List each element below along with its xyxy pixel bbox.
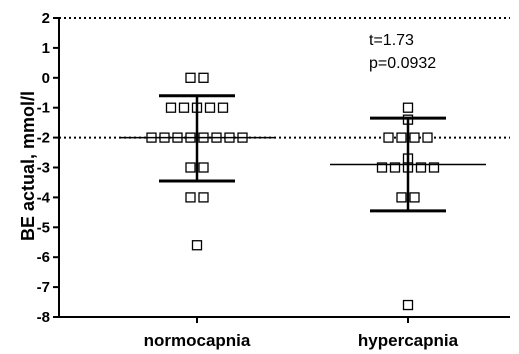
data-point — [402, 299, 414, 311]
annotation-p: p=0.0932 — [369, 55, 436, 72]
y-tick-label: -6 — [37, 249, 50, 266]
data-point — [204, 102, 216, 113]
data-point — [198, 192, 209, 203]
data-point — [396, 132, 407, 143]
data-point — [428, 162, 440, 173]
y-tick-label: -8 — [37, 309, 50, 326]
data-point — [185, 162, 196, 173]
data-point — [409, 132, 420, 143]
data-point — [396, 192, 407, 203]
data-point — [409, 192, 420, 203]
data-point — [217, 102, 229, 113]
data-point — [422, 132, 433, 143]
y-tick-label: -2 — [37, 130, 50, 147]
x-category-labels: normocapnia hypercapnia — [144, 317, 459, 350]
y-tick-label: -3 — [37, 160, 50, 177]
data-point — [402, 102, 414, 113]
data-point — [185, 72, 196, 83]
data-point — [178, 102, 190, 113]
y-tick-label: 0 — [42, 70, 50, 87]
y-axis-title: BE actual, mmol/l — [18, 91, 38, 241]
x-category-label: hypercapnia — [358, 331, 459, 350]
data-point — [198, 162, 209, 173]
data-markers — [146, 72, 440, 311]
data-point — [389, 162, 401, 173]
axes — [58, 18, 510, 318]
data-point — [165, 102, 177, 113]
y-tick-label: -5 — [37, 219, 50, 236]
data-point — [415, 162, 427, 173]
y-tick-label: -4 — [37, 189, 51, 206]
data-point — [191, 240, 203, 251]
data-point — [185, 192, 196, 203]
mean-sd-bars — [119, 94, 486, 213]
y-tick-label: -1 — [37, 100, 50, 117]
annotation-t: t=1.73 — [369, 32, 414, 49]
data-point — [376, 162, 388, 173]
y-tick-label: 1 — [42, 40, 50, 57]
x-category-label: normocapnia — [144, 331, 251, 350]
data-point — [383, 132, 394, 143]
data-point — [198, 72, 209, 83]
y-tick-label: 2 — [42, 10, 50, 27]
y-tick-label: -7 — [37, 279, 50, 296]
y-ticks: 2 1 0 -1 -2 -3 -4 -5 -6 -7 -8 — [37, 10, 59, 326]
